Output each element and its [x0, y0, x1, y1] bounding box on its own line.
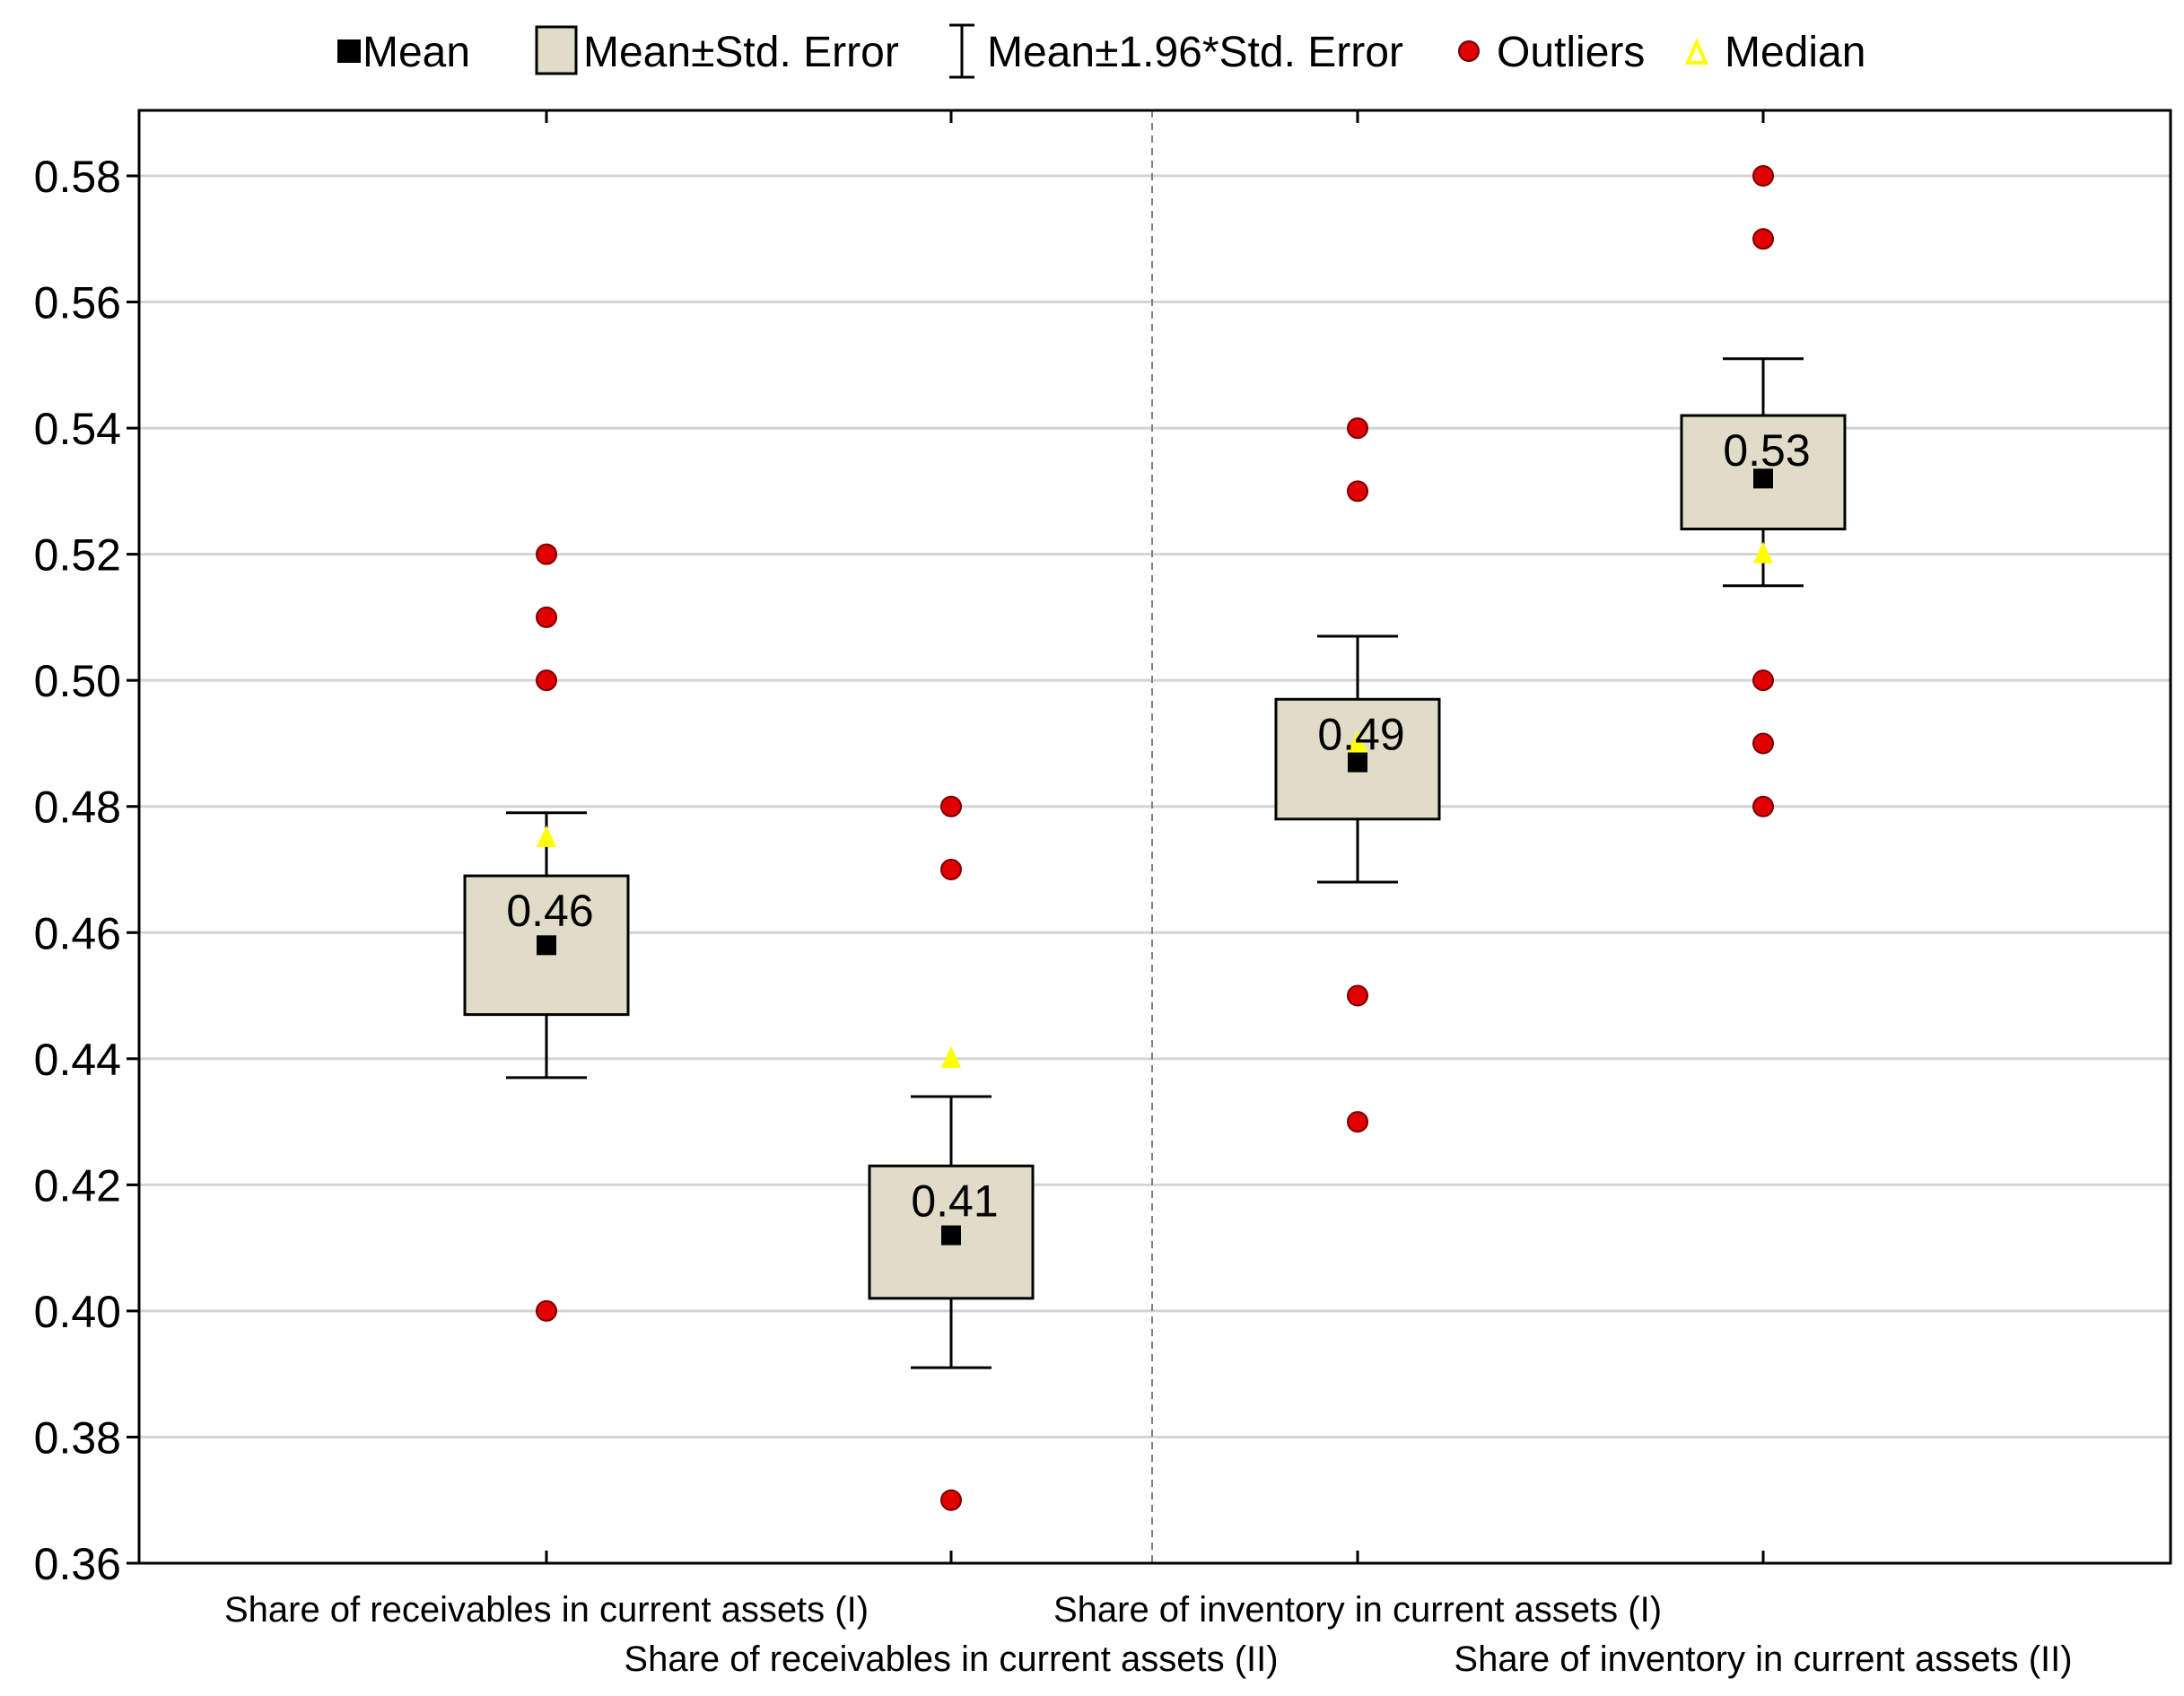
legend-box-marker [535, 25, 578, 75]
legend-box-label: Mean±Std. Error [583, 29, 899, 76]
outlier-point [536, 669, 557, 692]
median-marker [941, 1045, 961, 1068]
outlier-point [1347, 1111, 1368, 1133]
mean-value-label: 0.41 [911, 1176, 998, 1226]
category-group: 0.46 [463, 110, 630, 1563]
y-tick-label: 0.52 [34, 530, 121, 581]
median-marker [1348, 730, 1367, 753]
y-tick-label: 0.48 [34, 782, 121, 833]
plot-frame [137, 109, 2172, 1565]
y-tick-label: 0.38 [34, 1412, 121, 1463]
legend-outliers-label: Outliers [1497, 29, 1645, 76]
y-axis: 0.36 0.38 0.40 0.42 0.44 0.46 0.48 0.50 0.52 0.54… [34, 152, 139, 1589]
outlier-point [940, 859, 962, 880]
outlier-point [940, 1489, 962, 1511]
plot-area [139, 110, 2171, 1563]
box [463, 874, 630, 1017]
mean-marker [941, 1225, 961, 1246]
y-tick-label: 0.58 [34, 152, 121, 202]
y-tick-label: 0.36 [34, 1539, 121, 1589]
y-tick-label: 0.56 [34, 278, 121, 328]
outlier-point [1347, 417, 1368, 440]
outlier-point [1752, 732, 1774, 755]
legend: Mean Mean±Std. Error Mean±1.96*Std. Erro… [337, 23, 1865, 79]
y-tick-label: 0.40 [34, 1287, 121, 1337]
y-tick-label: 0.54 [34, 404, 121, 454]
category-group: 0.41 [868, 110, 1035, 1563]
outlier-point [1752, 669, 1774, 692]
outlier-point [940, 795, 962, 817]
outlier-point [536, 606, 557, 628]
mean-value-label: 0.46 [506, 886, 593, 936]
legend-outlier-marker [1458, 40, 1480, 62]
category-label: Share of inventory in current assets (I) [1053, 1590, 1662, 1630]
median-marker [1753, 541, 1773, 564]
x-axis-labels: Share of receivables in current assets (… [224, 1590, 2073, 1679]
mean-value-label: 0.49 [1317, 709, 1404, 759]
y-tick-label: 0.44 [34, 1035, 121, 1085]
categories: 0.46 0.41 0.49 0.53 [463, 110, 1847, 1563]
mean-marker [1348, 752, 1367, 773]
outlier-point [536, 1299, 557, 1322]
y-tick-label: 0.46 [34, 908, 121, 958]
category-label: Share of inventory in current assets (II… [1454, 1639, 2072, 1679]
legend-mean-label: Mean [363, 29, 470, 76]
outlier-point [1752, 165, 1774, 187]
outlier-point [1347, 480, 1368, 503]
outlier-point [536, 543, 557, 565]
mean-marker [1753, 468, 1773, 489]
mean-marker [537, 935, 556, 956]
category-group: 0.49 [1274, 110, 1441, 1563]
category-label: Share of receivables in current assets (… [624, 1639, 1278, 1679]
gridlines [139, 174, 2171, 1438]
legend-whisker-label: Mean±1.96*Std. Error [987, 29, 1403, 76]
legend-mean-marker [337, 39, 361, 63]
outlier-point [1752, 228, 1774, 250]
legend-median-marker [1684, 37, 1709, 65]
category-group: 0.53 [1680, 110, 1847, 1563]
outlier-point [1347, 984, 1368, 1007]
legend-whisker-marker [949, 23, 974, 79]
outlier-point [1752, 795, 1774, 817]
mean-value-label: 0.53 [1723, 425, 1810, 476]
box [868, 1164, 1035, 1300]
y-tick-label: 0.42 [34, 1160, 121, 1211]
median-marker [537, 825, 556, 847]
y-tick-label: 0.50 [34, 656, 121, 706]
legend-median-label: Median [1725, 29, 1865, 76]
category-label: Share of receivables in current assets (… [224, 1590, 869, 1630]
